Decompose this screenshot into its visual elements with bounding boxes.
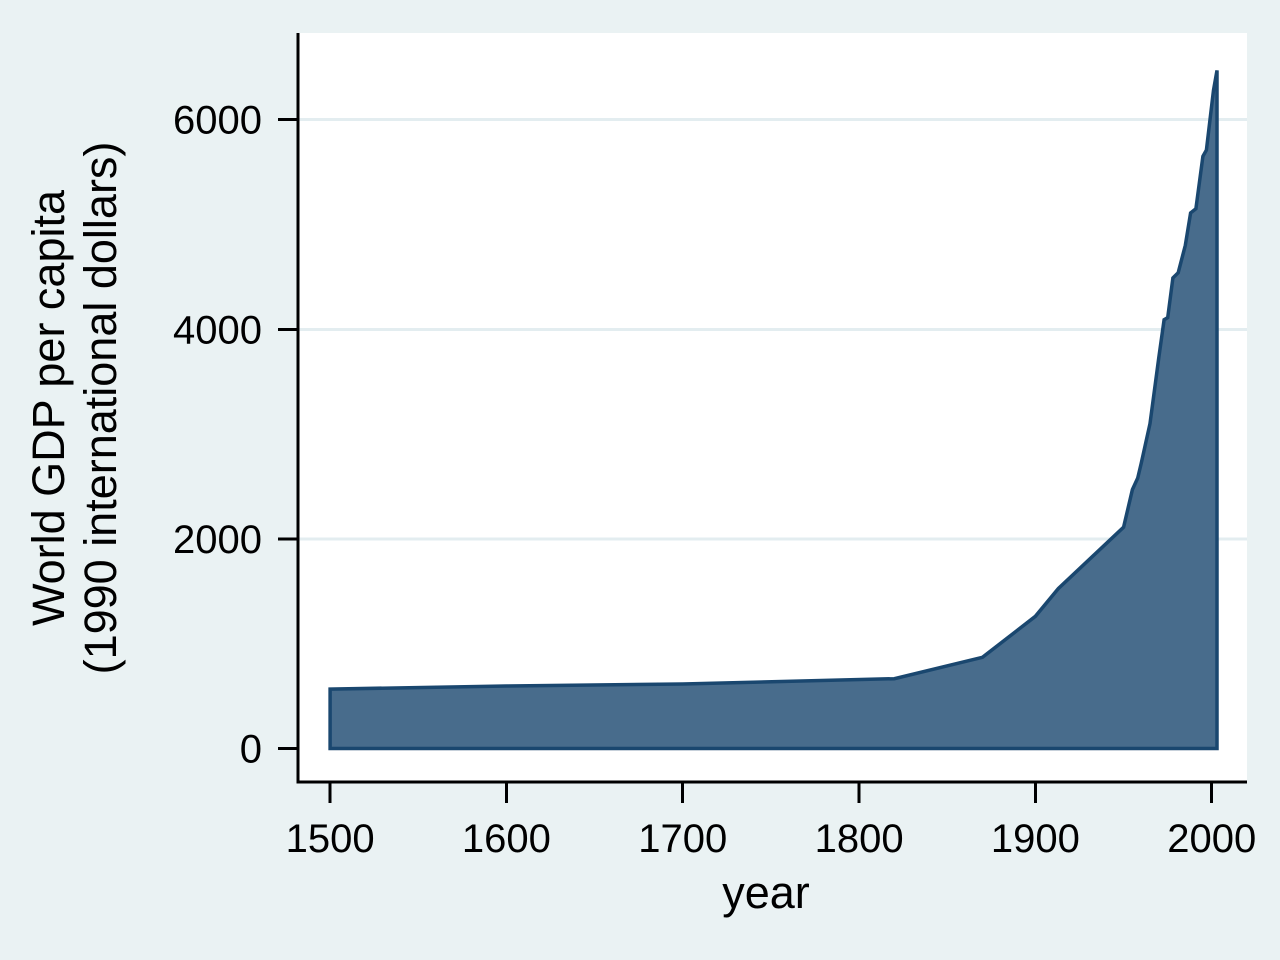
x-tick-label-1500: 1500 xyxy=(286,817,375,861)
axes xyxy=(278,33,1247,803)
y-tick-label-4000: 4000 xyxy=(173,308,262,352)
x-tick-label-1600: 1600 xyxy=(462,817,551,861)
x-tick-label-1900: 1900 xyxy=(991,817,1080,861)
y-tick-label-0: 0 xyxy=(240,727,262,771)
y-axis-title-line1: World GDP per capita xyxy=(23,189,74,626)
y-axis-title-line2: (1990 international dollars) xyxy=(75,142,126,675)
gridlines xyxy=(298,118,1247,541)
world-gdp-area-series xyxy=(328,70,1219,751)
gdp-area-shape xyxy=(328,70,1219,751)
y-tick-label-6000: 6000 xyxy=(173,99,262,143)
x-axis-title: year xyxy=(722,867,810,918)
x-tick-label-1700: 1700 xyxy=(638,817,727,861)
y-tick-label-2000: 2000 xyxy=(173,518,262,562)
tick-labels: 0 2000 4000 6000 1500 1600 1700 1800 1900 2000 xyxy=(173,99,1256,861)
x-tick-label-2000: 2000 xyxy=(1167,817,1256,861)
x-tick-label-1800: 1800 xyxy=(815,817,904,861)
